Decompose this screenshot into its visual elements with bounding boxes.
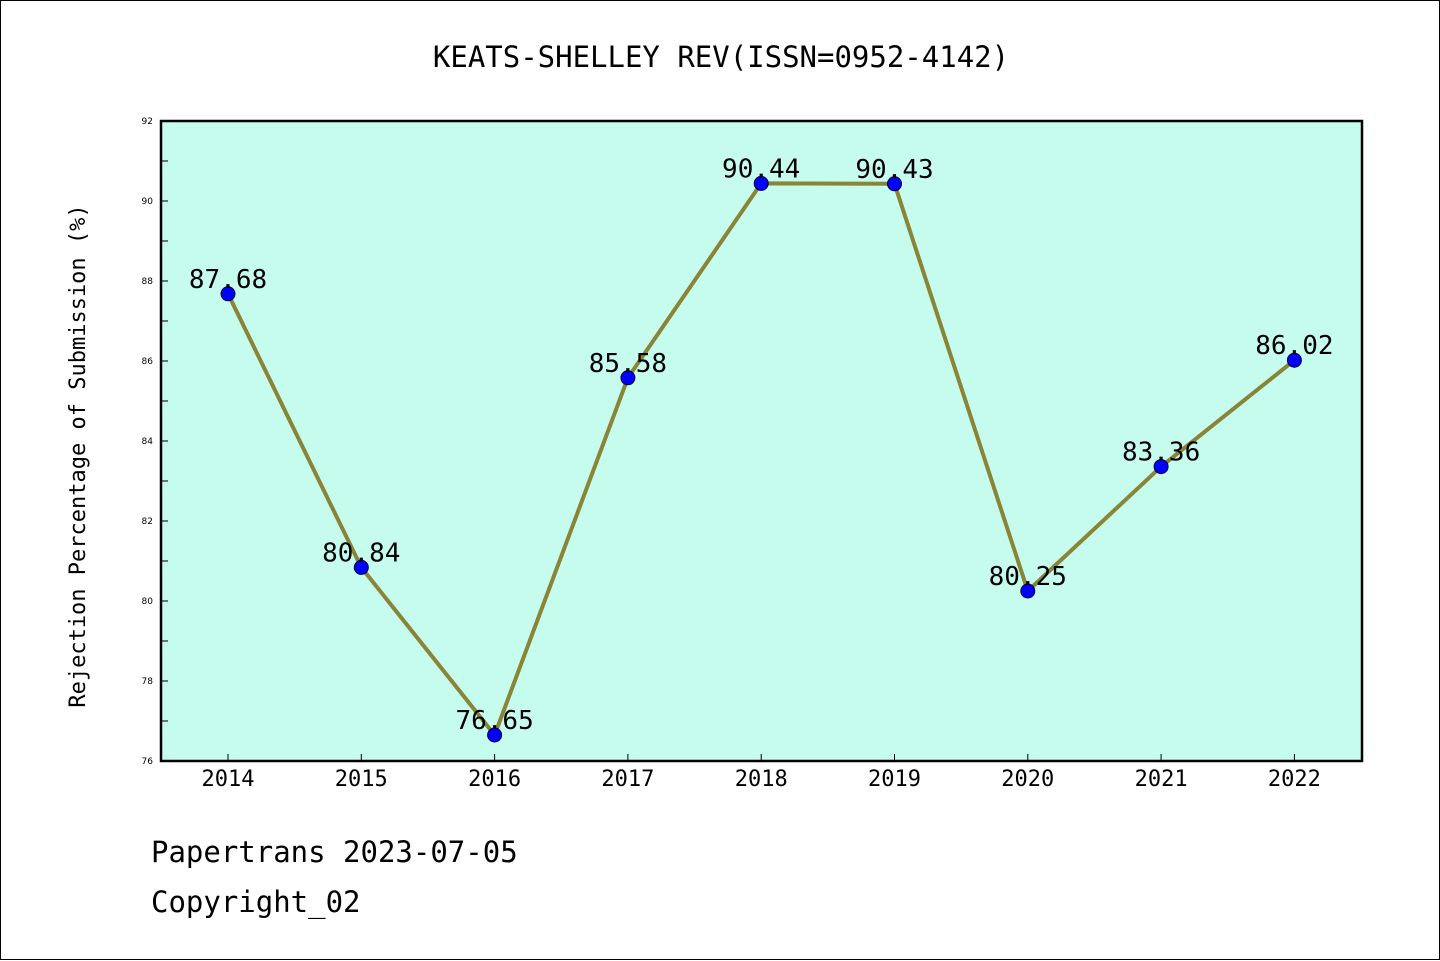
x-tick-label: 2018 <box>735 767 788 792</box>
y-tick-label: 78 <box>142 677 154 687</box>
y-tick-label: 90 <box>142 197 154 207</box>
x-tick-label: 2022 <box>1268 767 1321 792</box>
y-tick-label: 86 <box>142 357 154 367</box>
data-label: 76.65 <box>455 706 533 736</box>
x-tick-label: 2017 <box>601 767 654 792</box>
data-point <box>1020 583 1036 599</box>
y-axis-label: Rejection Percentage of Submission (%) <box>66 204 91 707</box>
data-label: 86.02 <box>1255 331 1333 361</box>
y-tick-label: 84 <box>142 437 154 447</box>
x-tick-label: 2016 <box>468 767 521 792</box>
data-label: 90.43 <box>855 155 933 185</box>
y-tick-label: 80 <box>142 597 154 607</box>
x-tick-label: 2021 <box>1135 767 1188 792</box>
y-tick-label: 76 <box>142 757 154 767</box>
x-axis: 2014 2015 2016 2017 2018 2019 2020 2021 2022 <box>202 754 1321 792</box>
y-tick-label: 82 <box>142 517 153 527</box>
y-tick-label: 92 <box>142 117 153 127</box>
data-label: 85.58 <box>589 349 667 379</box>
x-tick-label: 2015 <box>335 767 388 792</box>
data-point <box>220 286 236 302</box>
data-point <box>753 175 769 191</box>
data-label: 87.68 <box>189 265 267 295</box>
x-tick-label: 2014 <box>202 767 255 792</box>
footer-copyright: Copyright_02 <box>151 885 361 919</box>
data-point <box>487 727 503 743</box>
data-label: 80.84 <box>322 538 400 568</box>
x-tick-label: 2019 <box>868 767 921 792</box>
data-point <box>887 176 902 192</box>
data-point <box>620 370 636 386</box>
chart-title: KEATS-SHELLEY REV(ISSN=0952-4142) <box>433 40 1009 74</box>
data-point <box>1153 459 1169 475</box>
data-label: 83.36 <box>1122 438 1200 468</box>
x-tick-label: 2020 <box>1001 767 1054 792</box>
data-point <box>353 559 369 575</box>
data-label: 80.25 <box>989 562 1067 592</box>
y-tick-label: 88 <box>142 277 154 287</box>
y-axis: 76 78 80 82 84 86 88 90 92 <box>142 117 168 767</box>
data-label: 90.44 <box>722 154 800 184</box>
plot-area <box>159 119 1364 763</box>
data-point <box>1286 352 1302 368</box>
footer-source: Papertrans 2023-07-05 <box>151 835 518 869</box>
series-group: 87.68 80.84 76.65 85.58 90.44 90.43 80.25 83.36… <box>189 154 1334 743</box>
